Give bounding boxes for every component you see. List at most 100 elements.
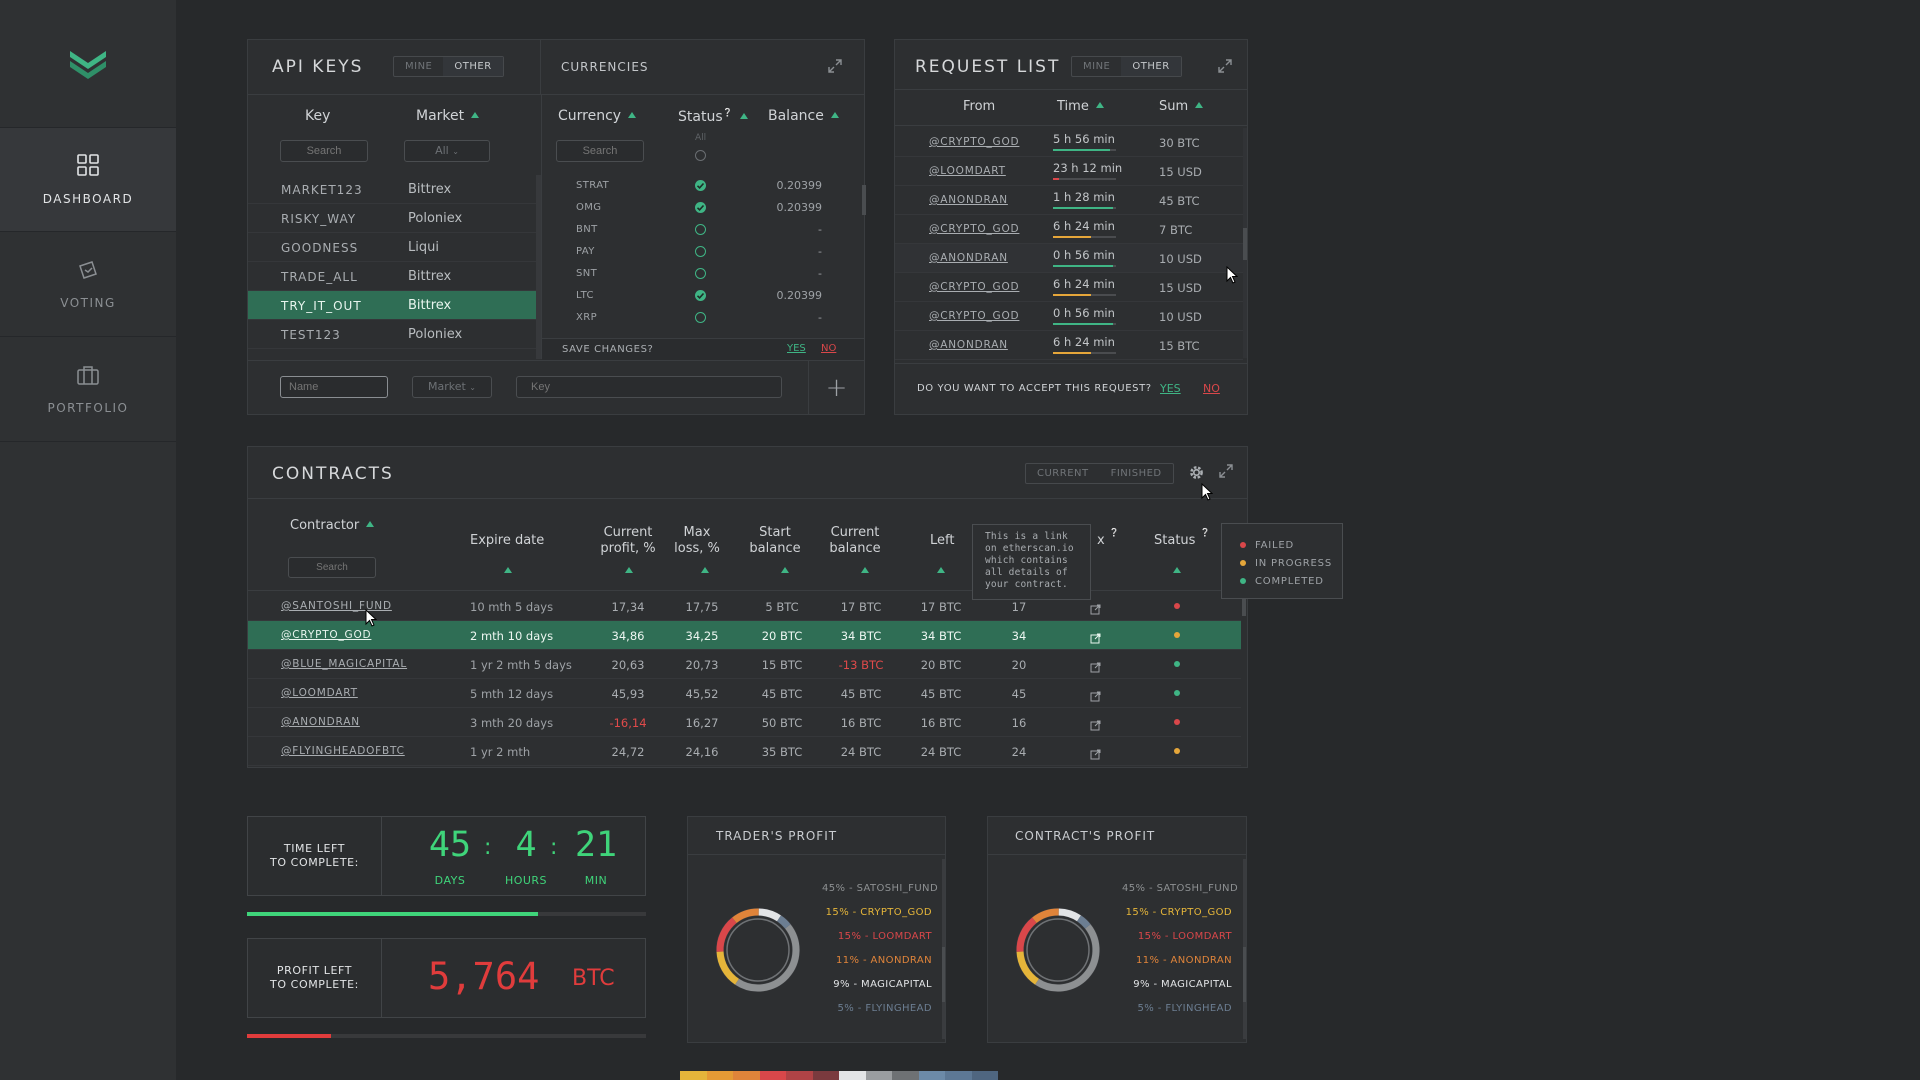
from-link[interactable]: @CRYPTO_GOD bbox=[929, 223, 1020, 235]
from-link[interactable]: @ANONDRAN bbox=[929, 194, 1008, 206]
col-status[interactable]: Status❔ bbox=[678, 108, 748, 125]
empty-circle-icon[interactable] bbox=[695, 312, 706, 323]
col-balance[interactable]: Balance bbox=[768, 108, 839, 124]
toggle-other[interactable]: OTHER bbox=[1121, 57, 1181, 76]
donut-slice[interactable] bbox=[758, 908, 781, 922]
toggle-current[interactable]: CURRENT bbox=[1037, 468, 1089, 479]
donut-slice[interactable] bbox=[776, 915, 791, 929]
table-row[interactable]: @LOOMDART 5 mth 12 days 45,93 45,52 45 BTC 45… bbox=[248, 679, 1241, 708]
contractor-link[interactable]: @LOOMDART bbox=[281, 687, 358, 699]
request-scrollbar[interactable] bbox=[1243, 128, 1247, 358]
api-keys-scrollbar[interactable] bbox=[536, 175, 541, 359]
table-row[interactable]: LTC 0.20399 bbox=[542, 285, 864, 307]
col-left[interactable]: Left bbox=[930, 533, 955, 548]
contracts-scrollbar[interactable] bbox=[1242, 594, 1246, 616]
sidebar-item-voting[interactable]: VOTING bbox=[0, 233, 176, 337]
currency-search-input[interactable] bbox=[556, 140, 644, 162]
logo[interactable] bbox=[0, 0, 176, 128]
list-item[interactable]: @CRYPTO_GOD 6 h 24 min 15 USD bbox=[895, 273, 1243, 302]
col-time[interactable]: Time bbox=[1057, 99, 1104, 114]
donut-slice[interactable] bbox=[735, 924, 800, 992]
donut-slice[interactable] bbox=[1058, 908, 1081, 922]
col-start-balance[interactable]: Start balance bbox=[740, 525, 810, 557]
contractor-link[interactable]: @ANONDRAN bbox=[281, 716, 360, 728]
donut-slice[interactable] bbox=[1016, 917, 1037, 952]
col-current-balance[interactable]: Current balance bbox=[815, 525, 895, 557]
empty-circle-icon[interactable] bbox=[695, 268, 706, 279]
table-row[interactable]: XRP - bbox=[542, 307, 864, 329]
col-key[interactable]: Key bbox=[305, 108, 331, 124]
toggle-finished[interactable]: FINISHED bbox=[1110, 468, 1162, 479]
toggle-other[interactable]: OTHER bbox=[443, 57, 503, 76]
toggle-mine[interactable]: MINE bbox=[1083, 61, 1111, 72]
table-row[interactable]: SNT - bbox=[542, 263, 864, 285]
key-input[interactable] bbox=[516, 376, 782, 398]
name-input[interactable] bbox=[280, 376, 388, 398]
currencies-scrollbar[interactable] bbox=[862, 185, 866, 215]
scroll-thumb[interactable] bbox=[1243, 947, 1246, 1002]
key-search-input[interactable] bbox=[280, 140, 368, 162]
table-row[interactable]: TEST123 Poloniex bbox=[248, 320, 536, 349]
scrollbar[interactable] bbox=[942, 859, 945, 1039]
save-yes-link[interactable]: YES bbox=[787, 343, 806, 354]
scroll-thumb[interactable] bbox=[1243, 228, 1247, 260]
from-link[interactable]: @ANONDRAN bbox=[929, 339, 1008, 351]
table-row[interactable]: TRADE_ALL Bittrex bbox=[248, 262, 536, 291]
expand-icon[interactable] bbox=[1217, 58, 1233, 74]
table-row[interactable]: @FLYINGHEADOFBTC 1 yr 2 mth 24,72 24,16 35 B… bbox=[248, 737, 1241, 766]
sidebar-item-dashboard[interactable]: DASHBOARD bbox=[0, 128, 176, 232]
scrollbar[interactable] bbox=[1243, 859, 1246, 1039]
expand-icon[interactable] bbox=[827, 58, 843, 74]
from-link[interactable]: @CRYPTO_GOD bbox=[929, 136, 1020, 148]
status-filter-radio[interactable] bbox=[695, 150, 706, 161]
from-link[interactable]: @ANONDRAN bbox=[929, 252, 1008, 264]
col-currency[interactable]: Currency bbox=[558, 108, 637, 124]
donut-slice[interactable] bbox=[716, 917, 737, 952]
external-link-icon[interactable] bbox=[1090, 600, 1101, 619]
donut-slice[interactable] bbox=[1076, 915, 1091, 929]
donut-slice[interactable] bbox=[1032, 908, 1059, 924]
from-link[interactable]: @CRYPTO_GOD bbox=[929, 310, 1020, 322]
contractor-search-input[interactable] bbox=[288, 557, 376, 578]
table-row[interactable]: OMG 0.20399 bbox=[542, 197, 864, 219]
external-link-icon[interactable] bbox=[1090, 687, 1101, 706]
check-circle-icon[interactable] bbox=[695, 180, 706, 191]
list-item[interactable]: @CRYPTO_GOD 6 h 24 min 7 BTC bbox=[895, 215, 1243, 244]
table-row[interactable]: @SANTOSHI_FUND 10 mth 5 days 17,34 17,75 5 B… bbox=[248, 592, 1241, 621]
donut-slice[interactable] bbox=[732, 908, 759, 924]
col-status[interactable]: Status bbox=[1154, 533, 1196, 548]
table-row[interactable]: @CRYPTO_GOD 2 mth 10 days 34,86 34,25 20 BTC… bbox=[248, 621, 1241, 650]
contractor-link[interactable]: @FLYINGHEADOFBTC bbox=[281, 745, 405, 757]
from-link[interactable]: @CRYPTO_GOD bbox=[929, 281, 1020, 293]
table-row[interactable]: @BLUE_MAGICAPITAL 1 yr 2 mth 5 days 20,63 2… bbox=[248, 650, 1241, 679]
empty-circle-icon[interactable] bbox=[695, 224, 706, 235]
col-from[interactable]: From bbox=[963, 99, 996, 114]
col-current-profit[interactable]: Current profit, % bbox=[588, 525, 668, 557]
external-link-icon[interactable] bbox=[1090, 629, 1101, 648]
external-link-icon[interactable] bbox=[1090, 716, 1101, 735]
table-row[interactable]: STRAT 0.20399 bbox=[542, 175, 864, 197]
contractor-link[interactable]: @BLUE_MAGICAPITAL bbox=[281, 658, 408, 670]
list-item[interactable]: @ANONDRAN 0 h 56 min 10 USD bbox=[895, 244, 1243, 273]
col-tx[interactable]: x bbox=[1097, 533, 1105, 548]
gear-icon[interactable] bbox=[1188, 464, 1205, 481]
add-key-button[interactable]: + bbox=[809, 361, 864, 415]
table-row[interactable]: BNT - bbox=[542, 219, 864, 241]
help-icon[interactable]: ❔ bbox=[1109, 528, 1119, 537]
table-row[interactable]: GOODNESS Liqui bbox=[248, 233, 536, 262]
list-item[interactable]: @ANONDRAN 1 h 28 min 45 BTC bbox=[895, 186, 1243, 215]
col-sum[interactable]: Sum bbox=[1159, 99, 1204, 114]
list-item[interactable]: @CRYPTO_GOD 0 h 56 min 10 USD bbox=[895, 302, 1243, 331]
accept-no-link[interactable]: NO bbox=[1203, 382, 1220, 395]
table-row[interactable]: @ANONDRAN 3 mth 20 days -16,14 16,27 50 BTC 1… bbox=[248, 708, 1241, 737]
list-item[interactable]: @LOOMDART 23 h 12 min 15 USD bbox=[895, 157, 1243, 186]
scroll-thumb[interactable] bbox=[942, 947, 945, 1002]
market-select[interactable]: Market ⌄ bbox=[412, 376, 492, 398]
contractor-link[interactable]: @CRYPTO_GOD bbox=[281, 629, 372, 641]
table-row[interactable]: TRY_IT_OUT Bittrex bbox=[248, 291, 536, 320]
check-circle-icon[interactable] bbox=[695, 202, 706, 213]
col-market[interactable]: Market bbox=[416, 108, 480, 124]
donut-slice[interactable] bbox=[1035, 924, 1100, 992]
from-link[interactable]: @LOOMDART bbox=[929, 165, 1006, 177]
table-row[interactable]: RISKY_WAY Poloniex bbox=[248, 204, 536, 233]
